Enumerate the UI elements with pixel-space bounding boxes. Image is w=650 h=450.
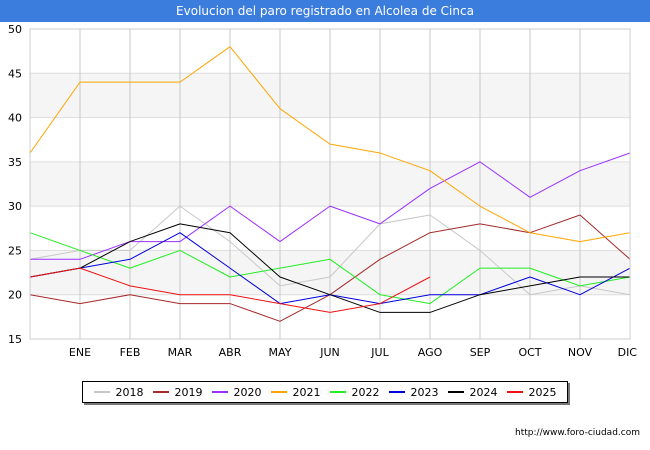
series-line-2018 [29, 205, 631, 296]
legend-label: 2019 [174, 385, 203, 399]
legend-swatch [388, 391, 405, 393]
series-line-2022 [29, 232, 631, 305]
x-tick-label: FEB [120, 346, 141, 359]
legend-item-2019: 2019 [152, 385, 203, 399]
x-tick-label: OCT [518, 346, 541, 359]
legend-item-2020: 2020 [211, 385, 262, 399]
legend-item-2018: 2018 [93, 385, 144, 399]
x-axis-ticks: ENE FEB MAR ABR MAY JUN JUL AGO SEP OCT NOV DIC [69, 346, 637, 359]
legend-label: 2023 [410, 385, 439, 399]
legend-swatch [506, 391, 523, 393]
legend-swatch [93, 391, 110, 393]
x-tick-label: DIC [618, 346, 638, 359]
legend-swatch [211, 391, 228, 393]
y-tick-label: 45 [8, 67, 22, 80]
series-line-2025 [29, 267, 431, 313]
x-tick-label: NOV [568, 346, 593, 359]
series-line-2021 [29, 46, 631, 243]
x-tick-label: MAY [269, 346, 292, 359]
legend-swatch [270, 391, 287, 393]
plot-frame [29, 28, 631, 340]
legend-label: 2021 [292, 385, 321, 399]
x-tick-label: MAR [168, 346, 193, 359]
y-tick-label: 15 [8, 333, 22, 346]
x-tick-label: JUL [370, 346, 389, 359]
legend-swatch [447, 391, 464, 393]
y-tick-label: 50 [8, 23, 22, 36]
y-tick-label: 35 [8, 156, 22, 169]
y-tick-label: 20 [8, 289, 22, 302]
x-tick-label: ENE [69, 346, 91, 359]
chart-title: Evolucion del paro registrado en Alcolea… [0, 0, 650, 22]
legend-item-2022: 2022 [329, 385, 380, 399]
x-tick-label: JUN [319, 346, 340, 359]
legend-item-2025: 2025 [506, 385, 557, 399]
legend-label: 2025 [528, 385, 557, 399]
series-lines [29, 46, 631, 322]
legend: 2018 2019 2020 2021 2022 2023 2024 2025 [82, 381, 568, 403]
series-line-2024 [29, 223, 630, 313]
legend-label: 2020 [233, 385, 262, 399]
line-chart: 15 20 25 30 35 40 45 50 ENE FEB MAR ABR MAY JUN JUL AG… [8, 23, 637, 359]
legend-label: 2018 [115, 385, 144, 399]
y-tick-label: 40 [8, 112, 22, 125]
y-axis-ticks: 15 20 25 30 35 40 45 50 [8, 23, 22, 346]
x-tick-label: ABR [219, 346, 242, 359]
legend-item-2023: 2023 [388, 385, 439, 399]
legend-label: 2024 [469, 385, 498, 399]
source-url: http://www.foro-ciudad.com [515, 428, 640, 438]
legend-item-2024: 2024 [447, 385, 498, 399]
x-tick-label: AGO [418, 346, 443, 359]
y-tick-label: 30 [8, 200, 22, 213]
legend-label: 2022 [351, 385, 380, 399]
x-tick-label: SEP [470, 346, 491, 359]
legend-swatch [329, 391, 346, 393]
legend-swatch [152, 391, 169, 393]
y-tick-label: 25 [8, 244, 22, 257]
legend-item-2021: 2021 [270, 385, 321, 399]
